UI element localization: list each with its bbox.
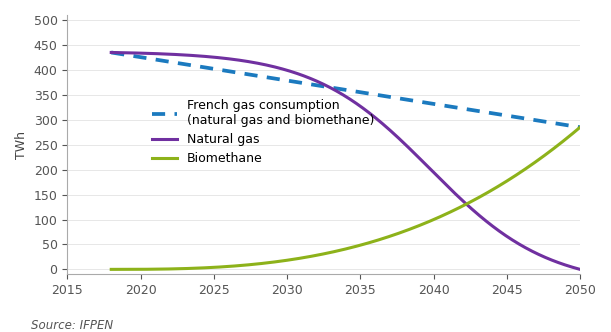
Legend: French gas consumption
(natural gas and biomethane), Natural gas, Biomethane: French gas consumption (natural gas and … [147,94,379,170]
Y-axis label: TWh: TWh [15,131,28,159]
Text: Source: IFPEN: Source: IFPEN [31,319,112,332]
